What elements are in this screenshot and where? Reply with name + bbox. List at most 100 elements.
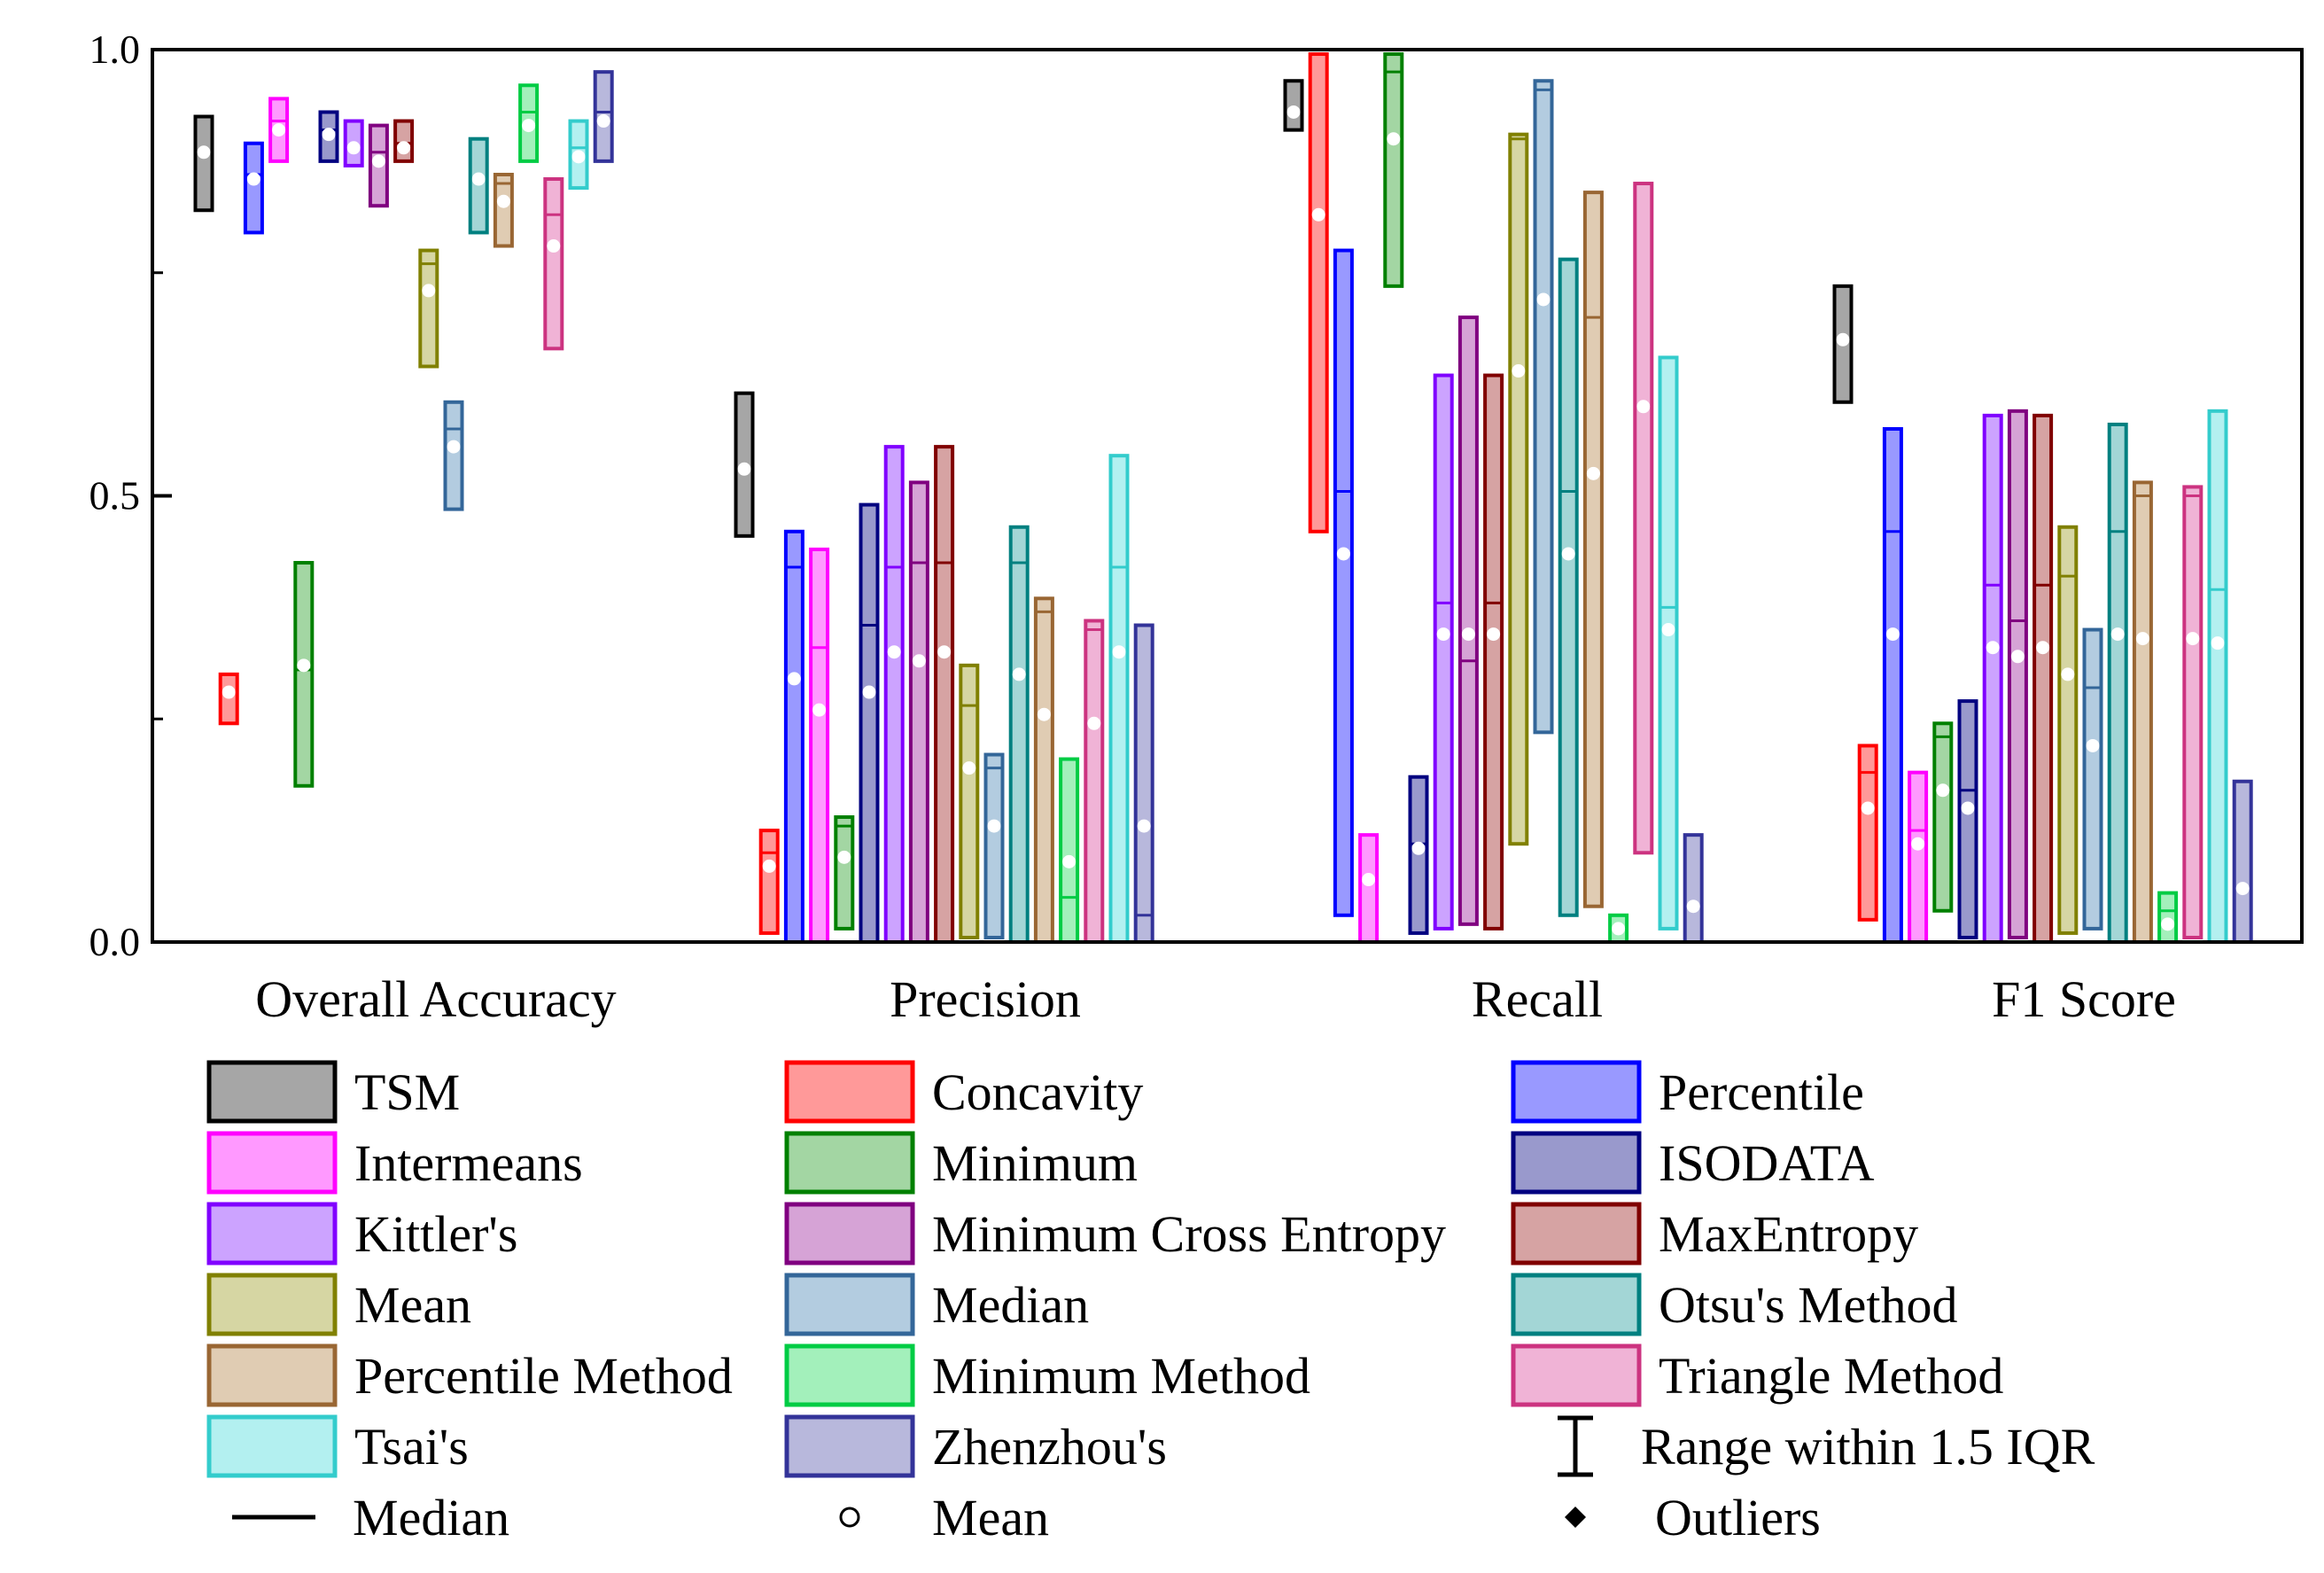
box-percentile-method-f1-score (2132, 480, 2153, 944)
legend-swatch-median (784, 1273, 915, 1336)
mean-marker-otsu-s-method-f1-score (2110, 627, 2125, 642)
mean-marker-percentile-method-precision (1037, 707, 1051, 721)
legend-swatch-percentile-method (206, 1343, 338, 1407)
mean-marker-zhenzhou-s-precision (1137, 819, 1151, 833)
mean-marker-percentile-f1-score (1885, 627, 1900, 642)
mean-circle-icon (839, 1507, 860, 1528)
box-minimum-method-precision (1059, 757, 1080, 944)
box-intermeans-recall (1358, 833, 1380, 944)
y-tick-label: 0.0 (89, 919, 141, 964)
legend-label-concavity: Concavity (932, 1063, 1143, 1121)
legend-label-isodata: ISODATA (1659, 1134, 1875, 1192)
mean-marker-minimum-cross-entropy-f1-score (2010, 650, 2025, 664)
mean-marker-kittler-s-precision (887, 645, 901, 659)
box-mean-overall-accuracy (418, 248, 439, 369)
outlier-diamond-icon (1565, 1507, 1586, 1528)
legend-swatch-minimum-cross-entropy (784, 1202, 915, 1265)
legend-swatch-kittler-s (206, 1202, 338, 1265)
mean-marker-zhenzhou-s-overall-accuracy (596, 114, 610, 128)
mean-marker-triangle-method-f1-score (2186, 632, 2200, 646)
legend-swatch-otsu-s-method (1511, 1273, 1642, 1336)
y-tick-label: 0.5 (89, 473, 141, 518)
box-minimum-f1-score (1932, 721, 1954, 913)
box-minimum-overall-accuracy (293, 561, 315, 788)
legend-label-minimum: Minimum (932, 1134, 1138, 1192)
box-triangle-method-overall-accuracy (543, 177, 564, 351)
legend-swatch-maxentropy (1511, 1202, 1642, 1265)
mean-marker-kittler-s-overall-accuracy (346, 141, 361, 155)
box-minimum-precision (834, 815, 855, 931)
legend-label-tsm: TSM (354, 1063, 460, 1121)
mean-marker-otsu-s-method-precision (1012, 667, 1026, 681)
box-kittler-s-f1-score (1982, 413, 2003, 944)
box-median-f1-score (2082, 627, 2103, 931)
mean-marker-isodata-recall (1411, 841, 1426, 855)
box-concavity-f1-score (1857, 744, 1878, 922)
legend-swatch-percentile (1511, 1060, 1642, 1124)
box-isodata-f1-score (1957, 699, 1978, 939)
legend-swatch-triangle-method (1511, 1343, 1642, 1407)
legend-label-otsu-s-method: Otsu's Method (1659, 1276, 1958, 1334)
legend-label-zhenzhou-s: Zhenzhou's (932, 1418, 1167, 1476)
box-otsu-s-method-overall-accuracy (468, 136, 489, 235)
mean-marker-percentile-method-f1-score (2135, 632, 2149, 646)
legend-label-minimum-cross-entropy: Minimum Cross Entropy (932, 1205, 1446, 1263)
box-tsai-s-precision (1108, 454, 1130, 944)
box-isodata-recall (1408, 775, 1429, 935)
mean-marker-percentile-method-overall-accuracy (496, 194, 510, 208)
box-tsai-s-f1-score (2207, 409, 2228, 944)
box-tsm-overall-accuracy (193, 114, 214, 213)
mean-marker-tsai-s-precision (1112, 645, 1126, 659)
legend-label-outliers: Outliers (1655, 1489, 1821, 1546)
box-zhenzhou-s-precision (1133, 623, 1154, 944)
mean-marker-tsai-s-recall (1661, 623, 1675, 637)
box-zhenzhou-s-f1-score (2232, 779, 2253, 944)
legend-label-range: Range within 1.5 IQR (1641, 1418, 2095, 1476)
box-otsu-s-method-recall (1558, 257, 1579, 917)
legend-swatch-tsai-s (206, 1414, 338, 1478)
mean-marker-median-recall (1536, 292, 1551, 307)
x-group-label-precision: Precision (890, 970, 1081, 1028)
mean-marker-mean-f1-score (2061, 667, 2075, 681)
mean-marker-mean-precision (962, 761, 976, 775)
box-concavity-recall (1308, 52, 1329, 533)
legend-swatch-concavity (784, 1060, 915, 1124)
mean-marker-minimum-cross-entropy-precision (912, 654, 926, 668)
box-mean-precision (959, 663, 980, 939)
x-group-label-recall: Recall (1472, 970, 1603, 1028)
mean-marker-percentile-precision (787, 672, 801, 686)
box-percentile-method-recall (1582, 191, 1604, 908)
mean-marker-concavity-recall (1311, 207, 1325, 222)
mean-marker-tsm-recall (1286, 105, 1301, 119)
box-minimum-method-f1-score (2157, 891, 2179, 944)
mean-marker-triangle-method-overall-accuracy (547, 239, 561, 253)
box-otsu-s-method-precision (1008, 525, 1030, 944)
legend-swatch-intermeans (206, 1131, 338, 1195)
box-minimum-cross-entropy-precision (908, 480, 929, 944)
mean-marker-maxentropy-overall-accuracy (397, 141, 411, 155)
mean-marker-isodata-precision (862, 685, 876, 699)
mean-marker-intermeans-recall (1362, 873, 1376, 887)
mean-marker-minimum-f1-score (1936, 783, 1950, 798)
legend-label-kittler-s: Kittler's (354, 1205, 517, 1263)
legend-label-percentile: Percentile (1659, 1063, 1864, 1121)
box-maxentropy-overall-accuracy (393, 119, 415, 163)
box-concavity-precision (758, 829, 780, 935)
mean-marker-intermeans-precision (812, 703, 827, 717)
box-tsm-recall (1283, 79, 1304, 132)
mean-marker-kittler-s-f1-score (1986, 641, 2000, 655)
mean-marker-minimum-method-recall (1612, 922, 1626, 936)
mean-marker-minimum-precision (837, 850, 851, 864)
box-maxentropy-f1-score (2033, 413, 2054, 944)
box-kittler-s-recall (1433, 373, 1454, 931)
box-minimum-cross-entropy-f1-score (2007, 409, 2028, 939)
box-maxentropy-recall (1483, 373, 1504, 931)
mean-marker-mean-recall (1512, 364, 1526, 378)
mean-marker-minimum-cross-entropy-recall (1461, 627, 1475, 642)
box-median-precision (983, 752, 1005, 939)
mean-marker-tsm-precision (737, 462, 751, 476)
box-triangle-method-recall (1633, 182, 1654, 855)
mean-marker-median-f1-score (2086, 738, 2100, 752)
mean-marker-median-overall-accuracy (447, 440, 461, 454)
